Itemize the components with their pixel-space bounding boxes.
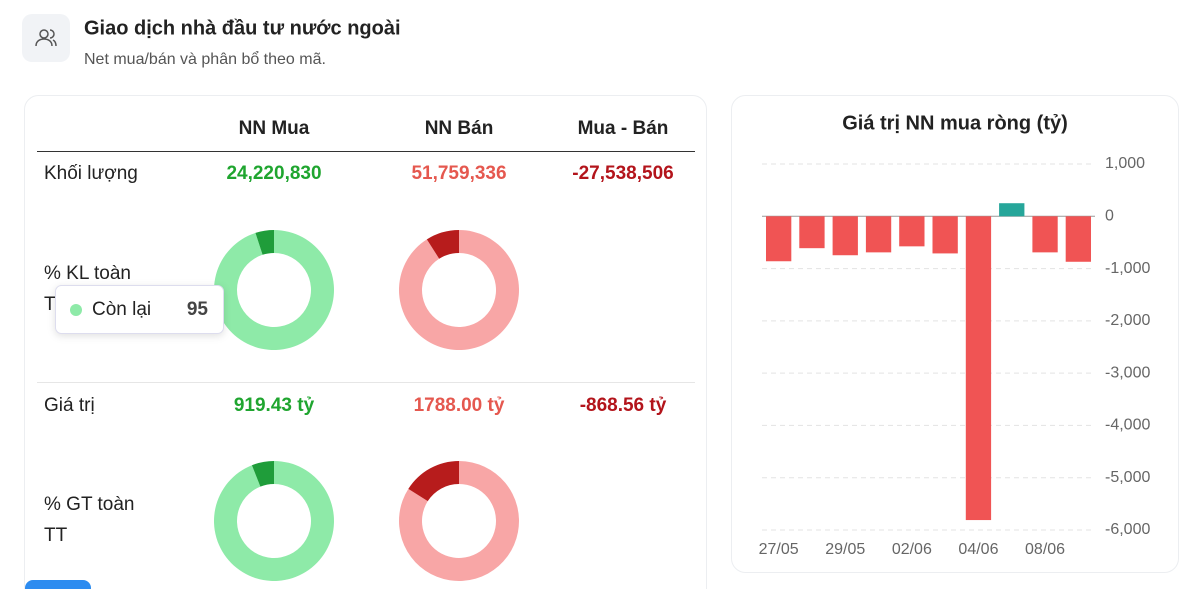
- row-label: Giá trị: [44, 395, 95, 416]
- x-tick-label: 29/05: [825, 541, 865, 558]
- cell-value: 24,220,830: [226, 163, 321, 184]
- x-tick-label: 04/06: [958, 541, 998, 558]
- bar: [932, 216, 958, 254]
- chart-title: Giá trị NN mua ròng (tỷ): [842, 112, 1068, 134]
- donut-slice: [214, 230, 335, 350]
- x-tick-label: 02/06: [892, 541, 932, 558]
- donut-slice: [399, 230, 519, 351]
- y-tick-label: -5,000: [1105, 469, 1150, 486]
- row-label: % GT toàn: [44, 494, 134, 515]
- bar: [999, 203, 1025, 217]
- tooltip-value: 95: [187, 299, 209, 320]
- bar: [832, 216, 858, 256]
- column-header: Mua - Bán: [578, 118, 669, 139]
- floating-button[interactable]: [25, 580, 91, 589]
- tooltip-box: [55, 285, 224, 334]
- bar: [965, 216, 992, 521]
- y-tick-label: -4,000: [1105, 417, 1150, 434]
- row-label: TT: [44, 525, 68, 546]
- y-tick-label: -6,000: [1105, 521, 1150, 538]
- cell-value: -27,538,506: [572, 163, 673, 184]
- tooltip-label: Còn lại: [92, 299, 151, 320]
- row-label: Khối lượng: [44, 163, 138, 184]
- cell-value: -868.56 tỷ: [580, 395, 667, 416]
- y-tick-label: 0: [1105, 208, 1114, 225]
- donut-slice: [213, 461, 334, 582]
- cell-value: 919.43 tỷ: [234, 395, 315, 416]
- bar: [1065, 216, 1092, 262]
- table-card: [24, 95, 707, 589]
- bar: [765, 216, 792, 262]
- page-subtitle: Net mua/bán và phân bổ theo mã.: [84, 50, 326, 68]
- bar: [799, 216, 825, 249]
- cell-value: 51,759,336: [411, 163, 506, 184]
- x-tick-label: 08/06: [1025, 541, 1065, 558]
- x-tick-label: 27/05: [759, 541, 799, 558]
- column-header: NN Mua: [239, 118, 310, 139]
- donut-slice: [408, 461, 459, 502]
- donut-slice: [255, 230, 274, 255]
- page-title: Giao dịch nhà đầu tư nước ngoài: [84, 17, 401, 39]
- bar: [1032, 216, 1058, 253]
- y-tick-label: -3,000: [1105, 364, 1150, 381]
- row-label: % KL toàn: [44, 263, 131, 284]
- donut-slice: [426, 230, 459, 259]
- y-tick-label: -1,000: [1105, 260, 1150, 277]
- bar: [865, 216, 892, 253]
- column-header: NN Bán: [425, 118, 494, 139]
- tooltip-dot: [70, 304, 82, 316]
- bar: [899, 216, 925, 247]
- y-tick-label: -2,000: [1105, 312, 1150, 329]
- users-icon: [35, 29, 57, 47]
- y-tick-label: 1,000: [1105, 155, 1145, 172]
- donut-slice: [399, 461, 519, 582]
- chart-card: [731, 95, 1179, 573]
- donut-slice: [251, 461, 274, 487]
- cell-value: 1788.00 tỷ: [414, 395, 505, 416]
